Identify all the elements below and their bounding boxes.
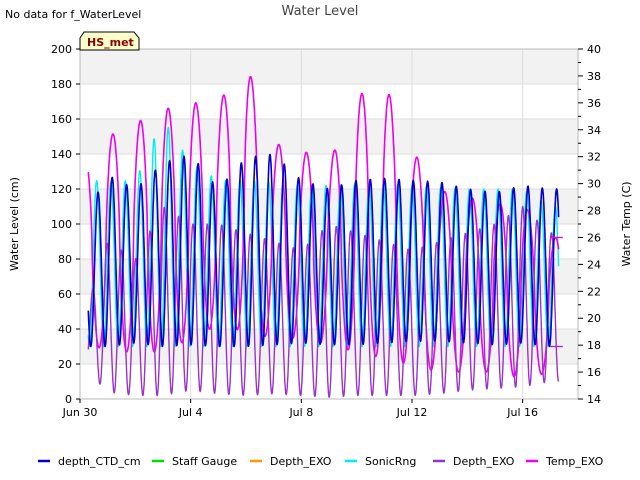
y-tick-label-left: 40: [58, 323, 72, 336]
series-layer: [87, 75, 563, 398]
y-tick-label-right: 38: [587, 70, 601, 83]
y-axis-right: 14 16 18 20 22 24 26 28 30 32 34 36 38 40: [578, 43, 601, 406]
y-axis-left-label: Water Level (cm): [8, 177, 21, 271]
y-tick-label-right: 26: [587, 231, 601, 244]
x-axis: Jun 30 Jul 4 Jul 8 Jul 12 Jul 16: [62, 399, 538, 419]
y-tick-label-right: 18: [587, 339, 601, 352]
y-tick-label-right: 36: [587, 97, 601, 110]
chart-title: Water Level: [282, 4, 359, 19]
legend-label: Staff Gauge: [172, 455, 237, 468]
x-tick-label: Jul 12: [396, 406, 428, 419]
y-tick-label-left: 120: [51, 183, 72, 196]
y-tick-label-right: 40: [587, 43, 601, 56]
y-tick-label-left: 140: [51, 148, 72, 161]
station-badge: HS_met: [79, 31, 140, 51]
y-tick-label-right: 28: [587, 205, 601, 218]
y-axis-left: 0 20 40 60 80 100 120 140 160 180 200: [51, 43, 80, 406]
station-badge-label: HS_met: [87, 36, 134, 49]
background-band: [80, 49, 578, 84]
y-tick-label-left: 100: [51, 218, 72, 231]
legend-label: depth_CTD_cm: [58, 455, 141, 468]
background-band: [80, 84, 578, 119]
legend: depth_CTD_cm Staff Gauge Depth_EXO SonicRng…: [38, 455, 604, 468]
y-tick-label-left: 80: [58, 253, 72, 266]
y-tick-label-left: 0: [65, 393, 72, 406]
x-tick-label: Jun 30: [62, 406, 98, 419]
y-tick-label-left: 20: [58, 358, 72, 371]
station-badge-box: [79, 31, 140, 51]
legend-label: Depth_EXO: [453, 455, 515, 468]
y-tick-label-right: 16: [587, 366, 601, 379]
y-tick-label-left: 180: [51, 78, 72, 91]
y-tick-label-left: 200: [51, 43, 72, 56]
legend-label: Temp_EXO: [545, 455, 604, 468]
x-tick-label: Jul 16: [506, 406, 538, 419]
y-tick-label-left: 160: [51, 113, 72, 126]
background-band: [80, 119, 578, 154]
x-tick-label: Jul 4: [178, 406, 203, 419]
series-line-sonicrng: [87, 126, 560, 348]
y-tick-label-right: 30: [587, 178, 601, 191]
y-tick-label-left: 60: [58, 288, 72, 301]
legend-label: Depth_EXO: [270, 455, 332, 468]
y-tick-label-right: 20: [587, 312, 601, 325]
series-line-depth-ctd-cm: [87, 153, 560, 348]
y-tick-label-right: 14: [587, 393, 601, 406]
x-tick-label: Jul 8: [288, 406, 313, 419]
no-data-notice: No data for f_WaterLevel: [5, 8, 142, 21]
y-tick-label-right: 34: [587, 124, 601, 137]
y-tick-label-right: 32: [587, 151, 601, 164]
y-tick-label-right: 24: [587, 258, 601, 271]
y-tick-label-right: 22: [587, 285, 601, 298]
y-axis-right-label: Water Temp (C): [620, 181, 633, 266]
legend-label: SonicRng: [365, 455, 416, 468]
